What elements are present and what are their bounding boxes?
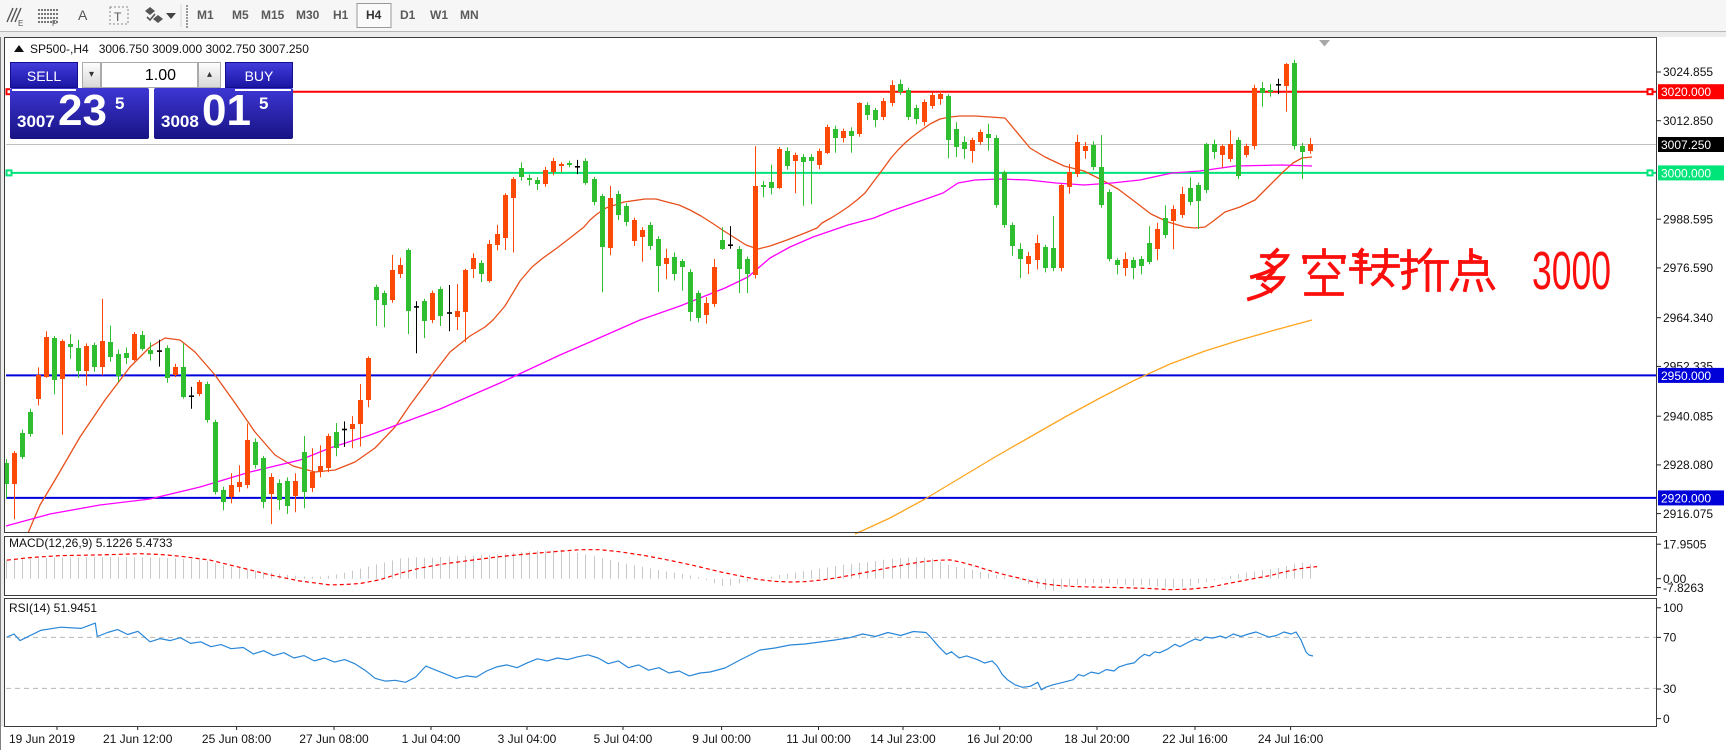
- svg-text:2976.590: 2976.590: [1663, 261, 1713, 275]
- svg-text:3000.000: 3000.000: [1661, 166, 1711, 180]
- svg-text:3000: 3000: [1532, 241, 1611, 301]
- svg-text:3007.250: 3007.250: [1661, 138, 1711, 152]
- svg-text:30: 30: [1663, 682, 1677, 696]
- svg-text:70: 70: [1663, 631, 1677, 645]
- svg-text:14 Jul 23:00: 14 Jul 23:00: [870, 732, 936, 746]
- svg-text:RSI(14) 51.9451: RSI(14) 51.9451: [9, 601, 97, 615]
- svg-text:19 Jun 2019: 19 Jun 2019: [9, 732, 75, 746]
- svg-text:A: A: [78, 7, 88, 23]
- svg-text:21 Jun 12:00: 21 Jun 12:00: [103, 732, 173, 746]
- svg-text:27 Jun 08:00: 27 Jun 08:00: [299, 732, 369, 746]
- svg-text:2916.075: 2916.075: [1663, 507, 1713, 521]
- svg-text:2920.000: 2920.000: [1661, 491, 1711, 505]
- svg-text:2950.000: 2950.000: [1661, 369, 1711, 383]
- svg-text:2964.340: 2964.340: [1663, 311, 1713, 325]
- svg-text:MACD(12,26,9) 5.1226 5.4733: MACD(12,26,9) 5.1226 5.4733: [9, 536, 173, 550]
- svg-text:22 Jul 16:00: 22 Jul 16:00: [1162, 732, 1228, 746]
- svg-text:18 Jul 20:00: 18 Jul 20:00: [1064, 732, 1130, 746]
- svg-text:5 Jul 04:00: 5 Jul 04:00: [594, 732, 653, 746]
- svg-text:2988.595: 2988.595: [1663, 212, 1713, 226]
- svg-text:E: E: [18, 19, 23, 28]
- svg-text:3024.855: 3024.855: [1663, 65, 1713, 79]
- svg-text:T: T: [114, 10, 122, 24]
- svg-text:3012.850: 3012.850: [1663, 114, 1713, 128]
- svg-text:16 Jul 20:00: 16 Jul 20:00: [967, 732, 1033, 746]
- svg-text:0.00: 0.00: [1663, 572, 1687, 586]
- svg-text:100: 100: [1663, 601, 1683, 615]
- svg-text:0: 0: [1663, 712, 1670, 726]
- svg-text:17.9505: 17.9505: [1663, 537, 1707, 551]
- svg-text:24 Jul 16:00: 24 Jul 16:00: [1258, 732, 1324, 746]
- svg-text:25 Jun 08:00: 25 Jun 08:00: [202, 732, 272, 746]
- svg-text:9 Jul 00:00: 9 Jul 00:00: [692, 732, 751, 746]
- svg-text:11 Jul 00:00: 11 Jul 00:00: [786, 732, 851, 746]
- svg-text:2928.080: 2928.080: [1663, 458, 1713, 472]
- svg-text:2940.085: 2940.085: [1663, 409, 1713, 423]
- svg-text:3020.000: 3020.000: [1661, 85, 1711, 99]
- svg-text:-7.8263: -7.8263: [1663, 581, 1704, 595]
- svg-text:1 Jul 04:00: 1 Jul 04:00: [402, 732, 461, 746]
- svg-text:F: F: [52, 19, 57, 28]
- svg-text:SP500-,H4 3006.750 3009.000: SP500-,H4 3006.750 3009.000 3002.750 300…: [30, 42, 309, 56]
- svg-text:3 Jul 04:00: 3 Jul 04:00: [498, 732, 557, 746]
